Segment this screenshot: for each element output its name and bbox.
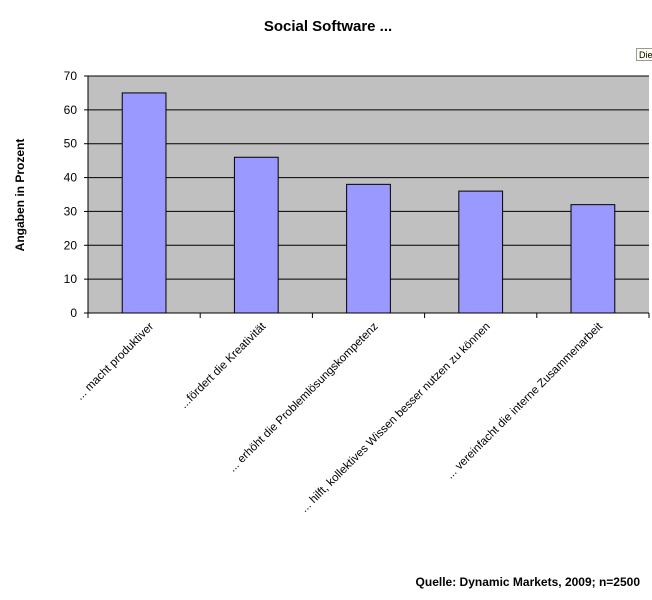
y-tick-label: 70	[64, 69, 78, 83]
bar-5	[570, 204, 616, 314]
y-tick-label: 60	[64, 103, 78, 117]
y-axis-label: Angaben in Prozent	[13, 139, 27, 252]
bar-2	[233, 156, 279, 314]
y-axis-ticks: 0 10 20 30 40 50 60 70	[64, 69, 88, 320]
category-label-2: ...fördert die Kreativität	[178, 320, 269, 411]
corner-tag: Die	[636, 48, 652, 61]
bar-4	[458, 190, 504, 314]
x-axis-ticks	[87, 313, 650, 318]
y-tick-label: 50	[64, 137, 78, 151]
bar-3	[346, 183, 391, 314]
bars	[121, 92, 616, 314]
axes	[87, 76, 649, 314]
y-tick-label: 0	[70, 306, 77, 320]
y-tick-label: 40	[64, 171, 78, 185]
y-tick-label: 10	[64, 272, 78, 286]
source-note: Quelle: Dynamic Markets, 2009; n=2500	[416, 575, 641, 589]
category-label-1: ... macht produktiver	[74, 321, 156, 403]
y-tick-label: 20	[64, 238, 78, 252]
category-labels: ... macht produktiver ...fördert die Krea…	[74, 320, 606, 515]
y-tick-label: 30	[64, 204, 78, 218]
chart-title: Social Software ...	[264, 18, 392, 35]
bar-1	[121, 92, 167, 314]
category-label-4: ... hilft, kollektives Wissen besser nut…	[299, 321, 493, 515]
